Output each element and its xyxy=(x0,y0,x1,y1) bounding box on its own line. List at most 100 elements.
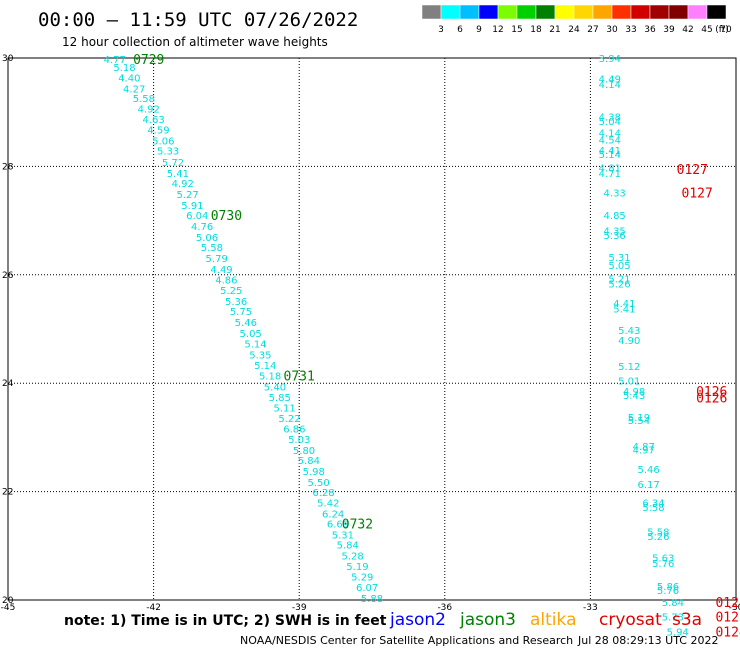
swh-value: 5.25 xyxy=(220,286,242,297)
swh-value: 5.84 xyxy=(662,598,684,609)
x-tick-label: -30 xyxy=(729,603,740,613)
x-tick-label: -36 xyxy=(437,603,452,613)
legend-swatch xyxy=(421,4,442,20)
satellite-altika: altika xyxy=(530,610,577,630)
swh-value: 6.17 xyxy=(638,480,660,491)
legend-swatch xyxy=(516,4,537,20)
swh-value: 5.72 xyxy=(162,158,184,169)
legend-swatch xyxy=(497,4,518,20)
swh-value: 5.06 xyxy=(196,233,218,244)
swh-value: 5.54 xyxy=(628,416,650,427)
chart-title: 00:00 – 11:59 UTC 07/26/2022 xyxy=(38,9,358,31)
data-points: 4.775.184.404.275.584.924.634.595.065.33… xyxy=(104,54,689,638)
legend-swatch xyxy=(459,4,480,20)
time-label: 0126 xyxy=(696,391,727,406)
swh-value: 5.14 xyxy=(244,340,266,351)
legend-label: 21 xyxy=(549,25,560,35)
satellite-legend: jason2 jason3 altika cryosat s3a xyxy=(389,610,702,630)
time-label: 0127 xyxy=(682,186,713,201)
swh-value: 4.86 xyxy=(215,276,237,287)
swh-value: 6.24 xyxy=(322,509,344,520)
swh-value: 5.46 xyxy=(235,318,257,329)
swh-value: 5.05 xyxy=(240,329,262,340)
swh-value: 5.11 xyxy=(274,404,296,415)
swh-value: 5.14 xyxy=(254,361,276,372)
x-tick-label: -39 xyxy=(292,603,307,613)
swh-value: 5.91 xyxy=(181,201,203,212)
time-label: 0127 xyxy=(677,163,708,178)
legend-label: (ft) xyxy=(715,25,729,35)
legend-swatch xyxy=(706,4,727,20)
swh-value: 4.63 xyxy=(142,115,164,126)
swh-value: 5.31 xyxy=(608,253,630,264)
swh-value: 5.04 xyxy=(599,117,621,128)
swh-value: 4.14 xyxy=(599,80,621,91)
swh-value: 5.79 xyxy=(206,254,228,265)
swh-value: 6.28 xyxy=(312,488,334,499)
swh-value: 4.87 xyxy=(633,442,655,453)
swh-value: 5.19 xyxy=(628,413,650,424)
legend-swatch xyxy=(535,4,556,20)
satellite-s3a: s3a xyxy=(672,610,702,630)
swh-value: 4.92 xyxy=(138,104,160,115)
swh-value: 5.22 xyxy=(278,414,300,425)
swh-value: 4.97 xyxy=(633,445,655,456)
axis-tick-labels: -45 -42 -39 -36 -33 -30 20 22 24 26 28 30 xyxy=(1,54,740,613)
swh-value: 5.58 xyxy=(642,503,664,514)
swh-value: 5.05 xyxy=(608,261,630,272)
timestamp-text: Jul 28 08:29:13 UTC 2022 xyxy=(577,634,718,647)
swh-value: 4.98 xyxy=(623,387,645,398)
swh-value: 4.33 xyxy=(604,188,626,199)
swh-value: 4.41 xyxy=(599,146,621,157)
y-tick-label: 20 xyxy=(2,596,14,606)
legend-label: 39 xyxy=(663,25,675,35)
swh-value: 4.27 xyxy=(123,84,145,95)
footer-note: note: 1) Time is in UTC; 2) SWH is in fe… xyxy=(64,613,387,629)
legend-swatch xyxy=(592,4,613,20)
swh-value: 5.58 xyxy=(201,243,223,254)
swh-value: 5.98 xyxy=(303,467,325,478)
swh-value: 4.81 xyxy=(599,163,621,174)
time-label: 0125 xyxy=(715,610,740,625)
legend-swatch xyxy=(440,4,461,20)
swh-value: 5.19 xyxy=(346,562,368,573)
swh-value: 6.69 xyxy=(327,520,349,531)
legend-label: 27 xyxy=(587,25,598,35)
swh-value: 5.36 xyxy=(604,231,626,242)
swh-value: 4.41 xyxy=(613,299,635,310)
legend-label: 12 xyxy=(492,25,503,35)
swh-value: 4.49 xyxy=(210,265,232,276)
swh-value: 6.04 xyxy=(186,211,208,222)
swh-value: 5.88 xyxy=(361,594,383,605)
swh-value: 4.71 xyxy=(599,169,621,180)
swh-value: 5.50 xyxy=(307,478,329,489)
swh-value: 5.80 xyxy=(293,446,315,457)
swh-value: 5.36 xyxy=(225,297,247,308)
swh-value: 5.29 xyxy=(351,573,373,584)
swh-value: 5.01 xyxy=(618,376,640,387)
swh-value: 5.94 xyxy=(667,627,689,638)
swh-value: 5.86 xyxy=(657,582,679,593)
swh-value: 5.06 xyxy=(152,136,174,147)
legend-swatch xyxy=(649,4,670,20)
swh-value: 4.54 xyxy=(599,135,621,146)
swh-value: 5.33 xyxy=(157,147,179,158)
swh-value: 4.92 xyxy=(172,179,194,190)
swh-value: 3.94 xyxy=(599,54,621,65)
legend-label: 3 xyxy=(438,25,444,35)
time-label: 0126 xyxy=(696,385,727,400)
legend-label: 30 xyxy=(606,25,618,35)
legend-swatch xyxy=(611,4,632,20)
plot-frame xyxy=(7,57,737,601)
swh-value: 5.84 xyxy=(337,541,359,552)
legend-swatch xyxy=(554,4,575,20)
legend-label: 45 xyxy=(701,25,712,35)
x-tick-label: -33 xyxy=(583,603,598,613)
swh-value: 5.28 xyxy=(341,552,363,563)
satellite-jason3: jason3 xyxy=(459,610,516,630)
swh-value: 4.59 xyxy=(147,126,169,137)
swh-value: 4.49 xyxy=(599,75,621,86)
swh-value: 5.43 xyxy=(618,326,640,337)
swh-value: 4.76 xyxy=(191,222,213,233)
